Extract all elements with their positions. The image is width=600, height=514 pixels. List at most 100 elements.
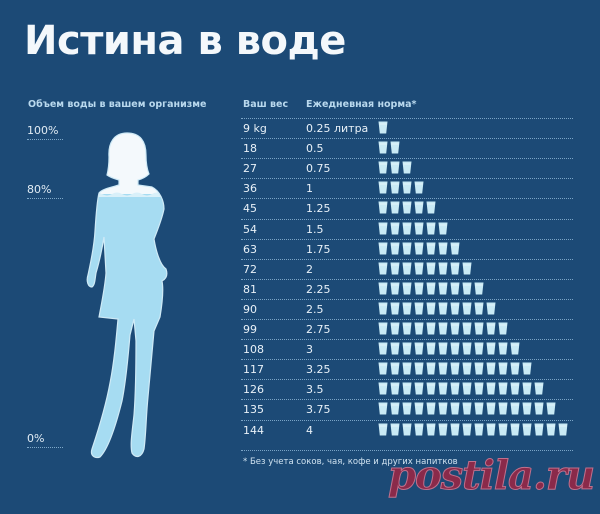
water-glass-icon bbox=[510, 362, 520, 376]
water-glass-icon bbox=[462, 322, 472, 336]
water-glass-icon bbox=[414, 201, 424, 215]
row-divider bbox=[241, 198, 573, 200]
water-glass-icon bbox=[426, 342, 436, 356]
norm-cell: 4 bbox=[306, 423, 313, 437]
water-glass-icon bbox=[510, 382, 520, 396]
water-glass-icon bbox=[438, 362, 448, 376]
scale-label: 100% bbox=[27, 124, 59, 137]
water-glass-icon bbox=[462, 262, 472, 276]
water-glass-icon bbox=[426, 382, 436, 396]
water-glass-icon bbox=[390, 402, 400, 416]
water-glass-icon bbox=[438, 423, 448, 437]
watermark: postila.ru bbox=[387, 452, 595, 500]
water-glass-icon bbox=[438, 222, 448, 236]
water-glass-icon bbox=[402, 222, 412, 236]
water-glass-icon bbox=[474, 362, 484, 376]
water-glass-icon bbox=[462, 423, 472, 437]
water-glass-icon bbox=[498, 362, 508, 376]
water-glass-icon bbox=[450, 242, 460, 256]
water-glass-icon bbox=[450, 302, 460, 316]
water-glass-icon bbox=[402, 382, 412, 396]
water-glass-icon bbox=[510, 402, 520, 416]
water-glass-icon bbox=[378, 262, 388, 276]
water-glass-icon bbox=[498, 423, 508, 437]
water-glass-icon bbox=[414, 302, 424, 316]
table-row: 9 kg 0.25 литра bbox=[241, 118, 573, 138]
table-row: 144 4 bbox=[241, 419, 573, 440]
cups-bar bbox=[378, 242, 460, 256]
table-row: 81 2.25 bbox=[241, 278, 573, 299]
water-glass-icon bbox=[438, 282, 448, 296]
norm-cell: 0.75 bbox=[306, 162, 331, 176]
water-glass-icon bbox=[402, 181, 412, 195]
water-glass-icon bbox=[378, 382, 388, 396]
water-glass-icon bbox=[498, 402, 508, 416]
header-daily-norm: Ежедневная норма* bbox=[306, 99, 417, 110]
water-glass-icon bbox=[450, 402, 460, 416]
water-glass-icon bbox=[534, 402, 544, 416]
row-divider bbox=[241, 419, 573, 421]
water-glass-icon bbox=[426, 423, 436, 437]
row-divider bbox=[241, 158, 573, 160]
table-row: 18 0.5 bbox=[241, 138, 573, 158]
water-glass-icon bbox=[522, 402, 532, 416]
water-glass-icon bbox=[426, 402, 436, 416]
cups-bar bbox=[378, 423, 568, 437]
water-glass-icon bbox=[402, 302, 412, 316]
water-glass-icon bbox=[414, 282, 424, 296]
water-glass-icon bbox=[414, 382, 424, 396]
water-glass-icon bbox=[378, 222, 388, 236]
norm-cell: 3.75 bbox=[306, 403, 331, 417]
weight-cell: 126 bbox=[243, 383, 264, 397]
cups-bar bbox=[378, 161, 412, 175]
water-glass-icon bbox=[414, 423, 424, 437]
cups-bar bbox=[378, 362, 532, 376]
water-glass-icon bbox=[390, 141, 400, 155]
water-glass-icon bbox=[390, 423, 400, 437]
footnote: * Без учета соков, чая, кофе и других на… bbox=[243, 457, 458, 467]
water-glass-icon bbox=[402, 322, 412, 336]
weight-cell: 18 bbox=[243, 142, 257, 156]
table-row: 117 3.25 bbox=[241, 359, 573, 379]
water-glass-icon bbox=[390, 161, 400, 175]
water-glass-icon bbox=[486, 322, 496, 336]
cups-bar bbox=[378, 222, 448, 236]
water-glass-icon bbox=[522, 423, 532, 437]
water-glass-icon bbox=[426, 222, 436, 236]
water-glass-icon bbox=[402, 402, 412, 416]
water-glass-icon bbox=[486, 362, 496, 376]
water-glass-icon bbox=[546, 423, 556, 437]
water-glass-icon bbox=[378, 322, 388, 336]
water-glass-icon bbox=[426, 282, 436, 296]
norm-cell: 1.25 bbox=[306, 202, 331, 216]
water-glass-icon bbox=[378, 402, 388, 416]
water-glass-icon bbox=[474, 423, 484, 437]
water-glass-icon bbox=[390, 382, 400, 396]
row-divider bbox=[241, 238, 573, 240]
norm-cell: 3.5 bbox=[306, 383, 324, 397]
cups-bar bbox=[378, 402, 556, 416]
norm-cell: 1.5 bbox=[306, 222, 324, 236]
water-glass-icon bbox=[390, 222, 400, 236]
water-glass-icon bbox=[378, 342, 388, 356]
table-row: 54 1.5 bbox=[241, 218, 573, 239]
weight-cell: 45 bbox=[243, 202, 257, 216]
water-glass-icon bbox=[462, 402, 472, 416]
table-row: 135 3.75 bbox=[241, 399, 573, 419]
water-glass-icon bbox=[438, 322, 448, 336]
weight-cell: 54 bbox=[243, 222, 257, 236]
water-glass-icon bbox=[486, 402, 496, 416]
cups-bar bbox=[378, 382, 544, 396]
weight-cell: 144 bbox=[243, 423, 264, 437]
norm-cell: 1.75 bbox=[306, 242, 331, 256]
water-glass-icon bbox=[438, 242, 448, 256]
water-glass-icon bbox=[534, 382, 544, 396]
water-glass-icon bbox=[390, 181, 400, 195]
water-glass-icon bbox=[414, 322, 424, 336]
water-glass-icon bbox=[402, 282, 412, 296]
row-divider bbox=[241, 178, 573, 180]
water-glass-icon bbox=[426, 302, 436, 316]
water-glass-icon bbox=[486, 342, 496, 356]
norm-cell: 2.25 bbox=[306, 282, 331, 296]
water-glass-icon bbox=[378, 423, 388, 437]
